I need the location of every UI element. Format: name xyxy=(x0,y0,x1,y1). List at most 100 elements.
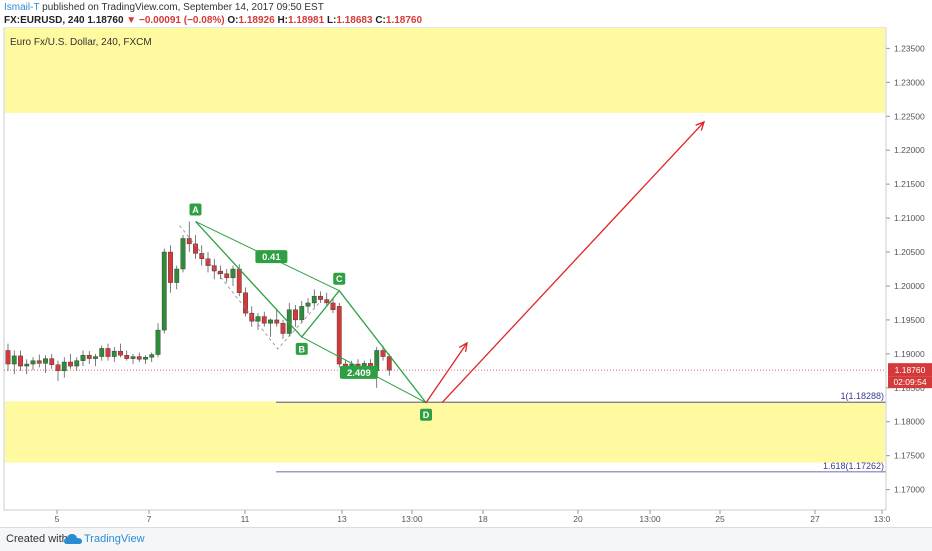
y-axis-tick-label: 1.23500 xyxy=(894,43,925,53)
current-price-tag: 1.18760 xyxy=(888,363,932,377)
candle-body xyxy=(118,350,123,356)
candle[interactable] xyxy=(243,287,248,317)
publisher-username[interactable]: Ismail-T xyxy=(4,2,40,13)
arrow-head xyxy=(458,341,468,352)
price-chart[interactable]: Euro Fx/U.S. Dollar, 240, FXCM 0.41 2.409… xyxy=(0,0,932,527)
candle[interactable] xyxy=(5,343,11,371)
candle[interactable] xyxy=(274,309,280,327)
x-axis-tick-label: 13:00 xyxy=(401,514,423,524)
y-axis-tick-label: 1.21000 xyxy=(894,213,925,223)
low-value: 1.18683 xyxy=(336,15,373,26)
candle[interactable] xyxy=(111,347,117,363)
candle[interactable] xyxy=(99,345,105,361)
candle[interactable] xyxy=(218,265,223,280)
candle[interactable] xyxy=(255,313,261,331)
symbol-label[interactable]: FX:EURUSD, 240 xyxy=(4,15,85,26)
candle[interactable] xyxy=(230,265,236,286)
candle[interactable] xyxy=(124,350,130,361)
candle-body xyxy=(261,316,267,324)
candle[interactable] xyxy=(93,353,98,367)
candle[interactable] xyxy=(174,265,180,290)
candle[interactable] xyxy=(130,353,136,365)
candle[interactable] xyxy=(18,350,23,371)
candle[interactable] xyxy=(180,235,186,273)
candle[interactable] xyxy=(168,245,173,293)
candle[interactable] xyxy=(224,269,230,283)
candle[interactable] xyxy=(318,291,323,303)
ratio-text: 0.41 xyxy=(262,252,281,263)
point-badge xyxy=(189,203,202,216)
candle-body xyxy=(11,355,17,365)
candle[interactable] xyxy=(299,300,305,324)
candle[interactable] xyxy=(149,352,155,363)
candle[interactable] xyxy=(68,353,73,369)
candle[interactable] xyxy=(86,351,92,365)
candle[interactable] xyxy=(199,245,205,266)
candle[interactable] xyxy=(261,311,267,327)
y-axis-tick-label: 1.19000 xyxy=(894,349,925,359)
tradingview-brand[interactable]: TradingView xyxy=(84,533,145,545)
pattern-legs[interactable] xyxy=(195,221,427,404)
candle[interactable] xyxy=(293,304,298,327)
target-arrow-short[interactable] xyxy=(425,341,468,404)
x-axis-tick-label: 11 xyxy=(241,514,250,524)
pattern-point-c[interactable]: C xyxy=(333,272,346,285)
last-price: 1.18760 xyxy=(87,15,124,26)
x-axis-tick-label: 13:0 xyxy=(874,514,891,524)
candle[interactable] xyxy=(80,350,86,367)
point-label: D xyxy=(423,410,430,420)
candle[interactable] xyxy=(324,292,330,307)
candle[interactable] xyxy=(74,357,80,371)
candle-body xyxy=(5,350,11,365)
candle-body xyxy=(149,354,155,358)
candle[interactable] xyxy=(305,298,311,314)
candle[interactable] xyxy=(11,350,17,375)
candle[interactable] xyxy=(49,353,55,369)
point-badge xyxy=(333,272,346,285)
candle[interactable] xyxy=(43,355,48,373)
candle-body xyxy=(330,302,336,310)
candle[interactable] xyxy=(161,248,167,334)
high-value: 1.18981 xyxy=(288,15,325,26)
pattern-point-d[interactable]: D xyxy=(420,408,432,421)
candle[interactable] xyxy=(193,235,198,259)
candle-body xyxy=(211,265,217,272)
candle-body xyxy=(199,253,205,260)
candle-body xyxy=(18,355,23,367)
candle[interactable] xyxy=(386,353,392,376)
candle[interactable] xyxy=(24,359,30,375)
candle-body xyxy=(243,292,248,314)
candle[interactable] xyxy=(311,289,317,308)
candle-body xyxy=(268,319,273,324)
candle[interactable] xyxy=(61,357,67,378)
candle[interactable] xyxy=(105,343,111,361)
candle[interactable] xyxy=(155,323,161,358)
publish-info: Ismail-T published on TradingView.com, S… xyxy=(4,2,324,13)
pattern-dashed-guide xyxy=(179,225,322,350)
candle[interactable] xyxy=(55,360,61,382)
candle[interactable] xyxy=(143,355,148,365)
candle[interactable] xyxy=(268,318,273,337)
fib-level-label: 1.618(1.17262) xyxy=(823,461,884,471)
candle[interactable] xyxy=(30,357,36,371)
candle-body xyxy=(249,312,255,322)
target-arrow-long[interactable] xyxy=(441,120,706,404)
candle[interactable] xyxy=(280,319,286,339)
close-label: C: xyxy=(375,15,386,26)
x-axis-tick-label: 25 xyxy=(715,514,725,524)
candle[interactable] xyxy=(136,352,142,363)
pattern-point-a[interactable]: A xyxy=(189,203,202,216)
candle[interactable] xyxy=(205,252,211,273)
candle-body xyxy=(93,356,98,359)
candle[interactable] xyxy=(118,343,123,358)
x-axis-tick-label: 5 xyxy=(55,514,60,524)
pattern-point-b[interactable]: B xyxy=(295,342,308,355)
x-axis-tick-label: 7 xyxy=(147,514,152,524)
candle-body xyxy=(186,238,192,245)
candle[interactable] xyxy=(330,298,336,314)
candle[interactable] xyxy=(186,221,192,253)
candle[interactable] xyxy=(36,354,42,368)
candle-body xyxy=(105,348,111,357)
candle-body xyxy=(293,309,298,321)
candle-body xyxy=(36,360,42,364)
